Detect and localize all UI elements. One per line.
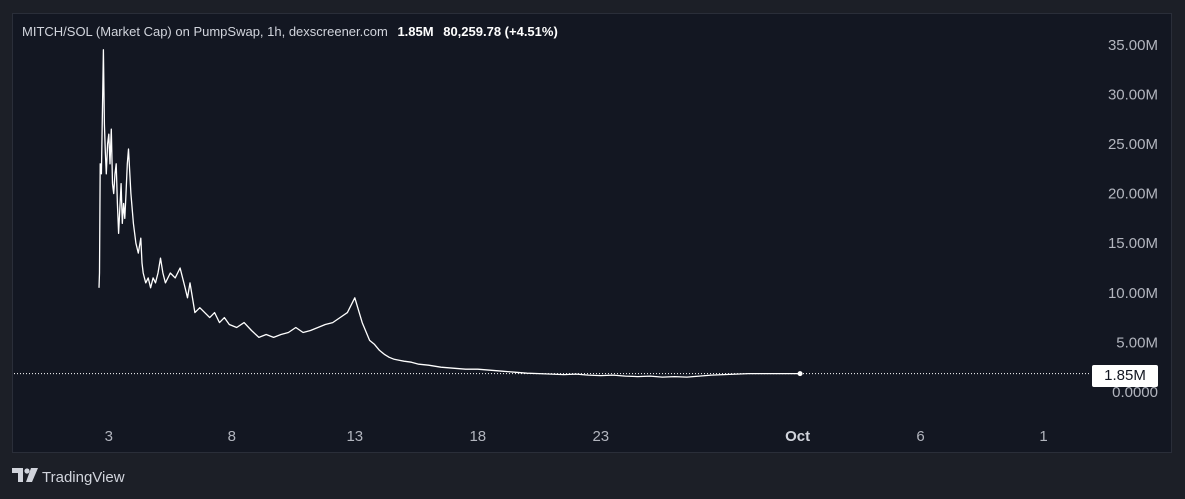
y-tick-label: 35.00M xyxy=(1108,37,1158,54)
tradingview-brand[interactable]: TradingView xyxy=(12,468,125,486)
y-axis: 0.0000 5.00M 10.00M 15.00M 20.00M 25.00M 30.00… xyxy=(1108,37,1158,401)
y-tick-label: 25.00M xyxy=(1108,136,1158,153)
x-tick-label: 18 xyxy=(469,428,486,445)
chart-pane[interactable] xyxy=(12,13,1172,453)
x-axis: 3 8 13 18 23 Oct 6 1 xyxy=(105,428,1048,445)
legend-title: MITCH/SOL (Market Cap) on PumpSwap, 1h, … xyxy=(22,24,388,39)
x-tick-label: 3 xyxy=(105,428,113,445)
chart-legend: MITCH/SOL (Market Cap) on PumpSwap, 1h, … xyxy=(22,24,558,39)
y-tick-label: 15.00M xyxy=(1108,235,1158,252)
y-tick-label: 20.00M xyxy=(1108,186,1158,203)
legend-last-value: 1.85M xyxy=(397,24,434,39)
x-tick-label: 23 xyxy=(592,428,609,445)
last-point-marker xyxy=(797,371,803,377)
plot-area xyxy=(14,49,1090,378)
x-tick-label: Oct xyxy=(785,428,810,445)
y-tick-label: 30.00M xyxy=(1108,86,1158,103)
last-price-tag: 1.85M xyxy=(1092,365,1158,387)
tradingview-logo-icon xyxy=(12,468,38,486)
market-cap-line xyxy=(98,49,801,378)
x-tick-label: 1 xyxy=(1039,428,1047,445)
y-tick-label: 10.00M xyxy=(1108,285,1158,302)
tradingview-label: TradingView xyxy=(42,468,125,486)
y-tick-label: 0.0000 xyxy=(1112,384,1158,401)
legend-change: 80,259.78 (+4.51%) xyxy=(443,24,558,39)
x-tick-label: 8 xyxy=(228,428,236,445)
x-tick-label: 6 xyxy=(916,428,924,445)
x-tick-label: 13 xyxy=(346,428,363,445)
y-tick-label: 5.00M xyxy=(1116,334,1158,351)
